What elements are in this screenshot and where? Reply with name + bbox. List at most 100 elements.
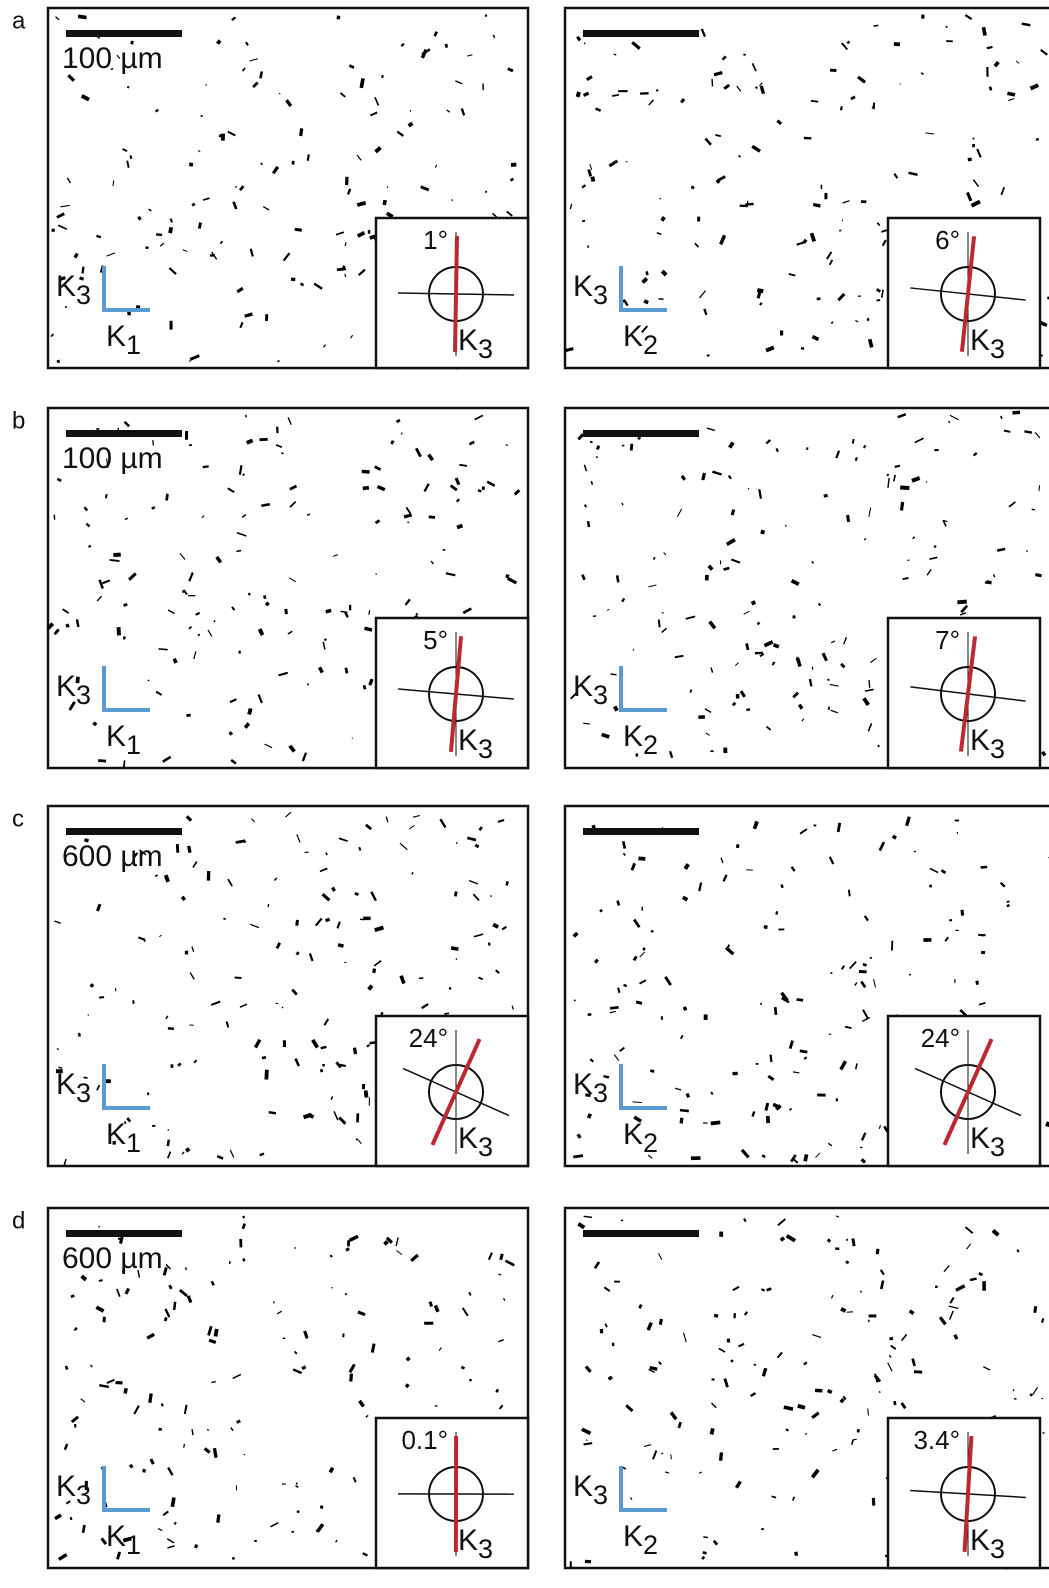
speck [986,66,989,77]
speck [582,91,590,97]
speck [867,723,873,732]
speck [291,1530,295,1533]
speck [715,178,721,184]
speck [583,1215,593,1219]
speck [613,1054,620,1061]
speck [900,1333,908,1342]
speck [878,1390,881,1394]
speck [290,277,296,282]
speck [861,200,867,204]
speck [827,678,830,682]
speck [478,826,483,831]
subscript: 2 [643,330,658,360]
speck [239,1238,243,1248]
speck [236,549,242,553]
speck [972,137,975,140]
speck [725,537,736,547]
speck [369,1041,377,1045]
speck [484,190,488,194]
speck [374,146,382,154]
speck [455,498,460,503]
speck [262,595,267,600]
speck [249,248,254,257]
speck [858,969,867,974]
speck [368,678,374,686]
speck [663,552,667,556]
speck [779,330,784,336]
speck [735,844,740,849]
speck [195,611,201,616]
speck [677,1421,682,1429]
speck [420,185,430,192]
speck [278,671,289,677]
speck [679,1117,684,1124]
speck [239,1003,248,1008]
speck [713,1313,719,1318]
speck [727,474,732,480]
speck [98,579,104,589]
speck [676,508,683,517]
speck [294,227,303,232]
speck [137,215,142,221]
speck [444,43,449,48]
speck [46,622,55,630]
speck [399,975,406,985]
speck [632,918,641,929]
speck [424,1321,434,1325]
speck [1006,900,1010,903]
speck [649,1069,655,1073]
speck [648,1368,655,1374]
subscript: 3 [593,280,608,310]
axis-indicator [619,1064,667,1110]
speck [955,1284,966,1292]
speck [276,426,279,434]
speck [769,1054,773,1063]
speck [718,1347,726,1353]
speck [651,1450,658,1460]
speck [411,871,414,875]
speck [241,1223,246,1230]
speck [948,1305,959,1310]
speck [275,942,282,949]
speck [362,684,367,690]
speck [890,940,894,951]
speck [867,1319,870,1323]
speck [242,1215,246,1219]
speck [189,972,195,980]
speck [106,458,109,469]
speck [170,1064,174,1068]
speck [239,321,244,329]
speck [130,40,134,45]
speck [772,1447,780,1450]
axis-indicator [102,1064,150,1110]
speck [811,560,815,564]
speck [868,1314,877,1318]
speck [658,1361,662,1366]
speck [216,1514,221,1523]
speck [637,436,642,441]
speck [292,1368,303,1375]
speck [184,1267,188,1271]
speck [1029,83,1039,91]
subscript: 3 [990,334,1005,364]
scale-label: 600 µm [62,840,163,873]
inset-circle [428,666,484,722]
speck [335,231,345,236]
scale-bar [583,828,699,835]
speck [592,615,597,617]
speck [701,472,706,481]
speck [935,1285,938,1289]
speck [615,575,620,583]
speck [151,506,156,510]
k3-direction [958,636,978,752]
speck [495,969,500,974]
speck [313,282,323,290]
speck [505,444,509,447]
speck [347,1240,351,1247]
speck [230,758,237,765]
speck [285,99,293,108]
speck [322,344,327,348]
speck [1016,1249,1020,1253]
speck [396,1250,403,1256]
speck [154,108,159,113]
